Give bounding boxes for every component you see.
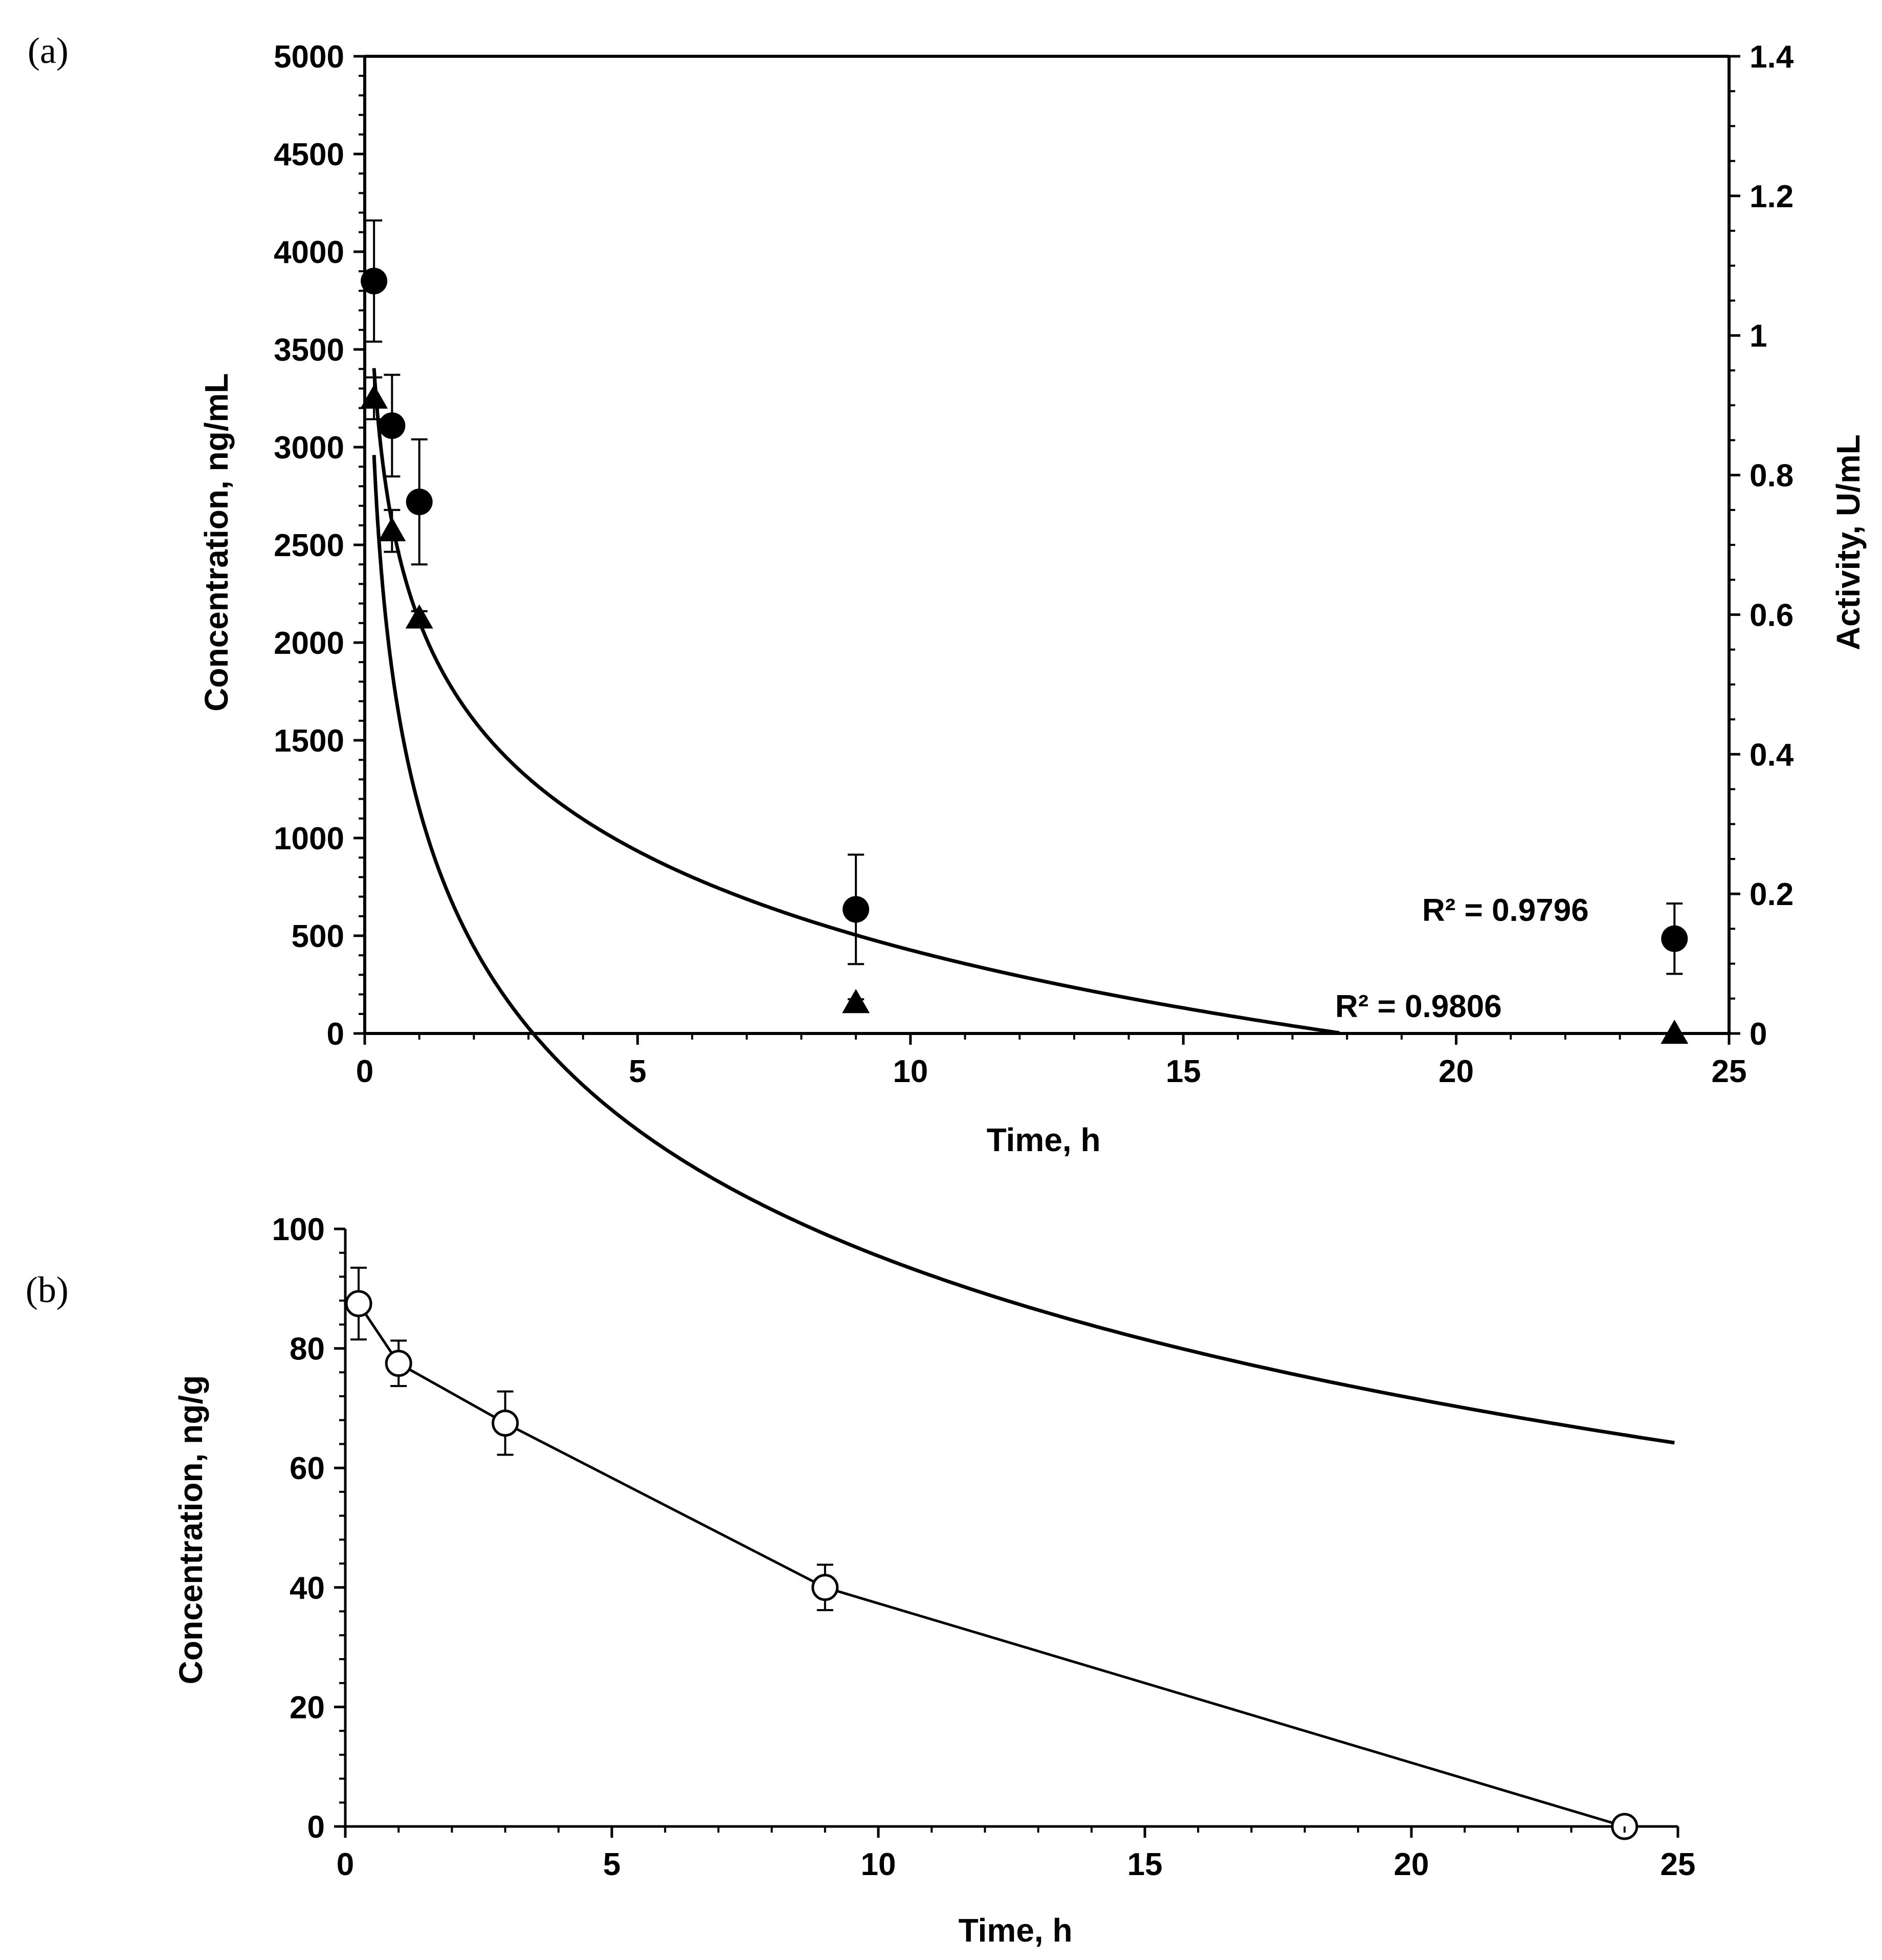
chart-a-y-tick-label: 3000	[274, 430, 344, 466]
chart-b-point	[492, 1410, 519, 1437]
panel-a-label: (a)	[28, 30, 69, 71]
chart-b-plot-frame	[344, 1229, 1678, 1828]
chart-a-x-tick-label: 25	[1712, 1054, 1747, 1089]
chart-b-y-tick-label: 60	[290, 1451, 325, 1486]
chart-a-trendline-concentration	[372, 455, 1675, 1445]
chart-a-y-tick-label: 2500	[274, 528, 344, 563]
chart-a-point-activity	[842, 988, 870, 1014]
chart-b-y-tick-label: 100	[272, 1212, 325, 1247]
chart-a-y2-tick-label: 0.2	[1750, 877, 1794, 912]
chart-b-y-axis-label: Concentration, ng/g	[172, 1375, 209, 1684]
chart-a-y2-tick-label: 1.2	[1750, 179, 1794, 214]
chart-a-y2-tick-label: 0.4	[1750, 737, 1794, 773]
chart-a-x-tick-label: 20	[1438, 1054, 1474, 1089]
chart-a-y2-axis-label: Activity, U/mL	[1830, 434, 1867, 650]
chart-b-x-tick-label: 10	[861, 1847, 896, 1882]
chart-a-x-tick-label: 10	[893, 1054, 928, 1089]
chart-a-point-concentration	[843, 896, 870, 923]
chart-b-y-tick-label: 80	[290, 1332, 325, 1367]
chart-b-x-tick-label: 5	[603, 1847, 621, 1882]
chart-a-y-axis-label: Concentration, ng/mL	[198, 373, 235, 711]
chart-a-y-tick-label: 4000	[274, 235, 344, 270]
chart-a-x-tick-label: 5	[629, 1054, 646, 1089]
chart-a-point-activity	[360, 384, 388, 409]
chart-a-y-tick-label: 5000	[274, 39, 344, 75]
chart-a-trendlines	[372, 368, 1675, 1445]
chart-a-y2-tick-label: 0.8	[1750, 458, 1794, 494]
chart-b-y-tick-label: 0	[307, 1810, 325, 1845]
chart-b: (b) 0 20 40 60 80 100 0 5 10 15 20 25 Time, h Conce…	[26, 1212, 1695, 1949]
chart-a-y-tick-label: 1000	[274, 821, 344, 856]
chart-a-y-tick-label: 0	[327, 1017, 344, 1052]
chart-b-x-tick-label: 15	[1127, 1847, 1163, 1882]
chart-a-marks	[360, 219, 1689, 1044]
chart-b-y-tick-label: 40	[290, 1571, 325, 1606]
chart-a-y2-tick-label: 0	[1750, 1017, 1767, 1052]
chart-b-x-tick-label: 25	[1660, 1847, 1696, 1882]
chart-a-ticks: 0500100015002000250030003500400045005000…	[274, 39, 1794, 1089]
chart-a-y-tick-label: 1500	[274, 723, 344, 759]
chart-a-y-tick-label: 3500	[274, 333, 344, 368]
chart-a-r2-label-activity: R² = 0.9806	[1335, 989, 1502, 1024]
chart-b-marks	[345, 1266, 1639, 1840]
chart-a-y-tick-label: 2000	[274, 626, 344, 661]
chart-a-point-activity	[378, 517, 406, 541]
chart-a-x-axis-label: Time, h	[987, 1121, 1101, 1158]
chart-a-y-tick-label: 4500	[274, 137, 344, 172]
chart-a-point-concentration	[1661, 925, 1688, 952]
chart-a-y-tick-label: 500	[292, 919, 344, 954]
chart-a-point-concentration	[379, 412, 406, 439]
chart-a-trendline-activity	[372, 368, 1340, 1035]
chart-a-y2-tick-label: 1	[1750, 319, 1767, 354]
chart-b-point	[345, 1290, 372, 1317]
chart-a-point-activity	[1660, 1020, 1689, 1044]
chart-b-x-tick-label: 0	[337, 1847, 354, 1882]
chart-a-x-tick-label: 0	[356, 1054, 373, 1089]
chart-b-y-tick-label: 20	[290, 1690, 325, 1725]
chart-a: (a) 050010001500200025003000350040004500…	[28, 30, 1867, 1445]
panel-b-label: (b)	[26, 1269, 69, 1310]
chart-a-point-concentration	[406, 488, 433, 515]
chart-b-x-axis-label: Time, h	[959, 1912, 1073, 1949]
chart-a-x-tick-label: 15	[1166, 1054, 1201, 1089]
chart-a-y2-tick-label: 1.4	[1750, 39, 1794, 75]
chart-a-point-activity	[405, 604, 433, 629]
chart-b-x-tick-label: 20	[1394, 1847, 1429, 1882]
chart-b-point	[385, 1350, 412, 1377]
chart-b-ticks: 0 20 40 60 80 100 0 5 10 15 20 25	[272, 1212, 1696, 1882]
chart-b-point	[811, 1574, 839, 1601]
chart-a-y2-tick-label: 0.6	[1750, 598, 1794, 633]
chart-a-r2-label-concentration: R² = 0.9796	[1422, 893, 1589, 928]
chart-a-point-concentration	[361, 268, 388, 295]
